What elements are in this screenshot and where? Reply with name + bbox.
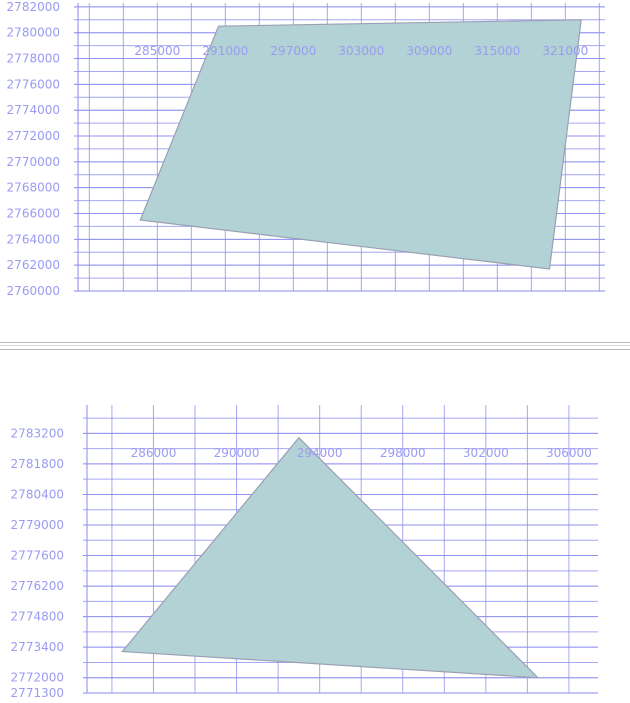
x-tick-label: 294000 xyxy=(297,446,343,460)
y-tick-label: 2764000 xyxy=(7,232,60,246)
x-tick-label: 315000 xyxy=(474,44,520,58)
y-tick-label: 2773400 xyxy=(11,640,64,654)
x-tick-label: 291000 xyxy=(202,44,248,58)
x-tick-label: 298000 xyxy=(380,446,426,460)
x-tick-labels-top: 285000 291000 297000 303000 309000 315000 3210… xyxy=(134,44,588,58)
y-tick-label: 2779000 xyxy=(11,518,64,532)
x-tick-label: 321000 xyxy=(542,44,588,58)
x-tick-label: 285000 xyxy=(134,44,180,58)
parcel-polygon-top[interactable] xyxy=(139,19,582,270)
y-tick-label: 2776000 xyxy=(7,77,60,91)
parcel-polygon-bottom[interactable] xyxy=(121,436,540,679)
y-tick-label: 2762000 xyxy=(7,258,60,272)
x-tick-label: 302000 xyxy=(463,446,509,460)
y-tick-labels-top: 2782000 2780000 2778000 2776000 2774000 27720… xyxy=(7,0,60,298)
y-tick-label: 2774000 xyxy=(7,103,60,117)
y-tick-label: 2766000 xyxy=(7,207,60,221)
bottom-map-chart[interactable]: 286000 290000 294000 298000 302000 306000 2783… xyxy=(0,350,630,703)
x-tick-labels-bottom: 286000 290000 294000 298000 302000 306000 xyxy=(131,446,592,460)
y-tick-label: 2760000 xyxy=(7,284,60,298)
x-tick-label: 309000 xyxy=(406,44,452,58)
x-tick-label: 306000 xyxy=(546,446,592,460)
x-tick-label: 297000 xyxy=(270,44,316,58)
y-tick-label: 2780400 xyxy=(11,487,64,501)
y-tick-label: 2768000 xyxy=(7,181,60,195)
y-tick-label: 2772000 xyxy=(7,129,60,143)
panel-splitter[interactable] xyxy=(0,342,630,350)
bottom-map-panel[interactable]: 286000 290000 294000 298000 302000 306000 2783… xyxy=(0,350,630,703)
top-map-panel[interactable]: 285000 291000 297000 303000 309000 315000 3210… xyxy=(0,0,630,342)
x-tick-label: 303000 xyxy=(338,44,384,58)
y-tick-labels-bottom: 2783200 2781800 2780400 2779000 2777600 27762… xyxy=(11,426,64,700)
x-tick-label: 290000 xyxy=(214,446,260,460)
y-tick-label: 2774800 xyxy=(11,610,64,624)
y-tick-label: 2771300 xyxy=(11,686,64,700)
y-tick-label: 2780000 xyxy=(7,26,60,40)
top-map-chart[interactable]: 285000 291000 297000 303000 309000 315000 3210… xyxy=(0,0,630,342)
y-tick-label: 2777600 xyxy=(11,549,64,563)
y-tick-label: 2778000 xyxy=(7,52,60,66)
y-tick-label: 2783200 xyxy=(11,426,64,440)
y-tick-label: 2781800 xyxy=(11,457,64,471)
x-tick-label: 286000 xyxy=(131,446,177,460)
y-tick-label: 2776200 xyxy=(11,579,64,593)
y-tick-label: 2782000 xyxy=(7,0,60,14)
y-tick-label: 2772000 xyxy=(11,671,64,685)
y-tick-label: 2770000 xyxy=(7,155,60,169)
